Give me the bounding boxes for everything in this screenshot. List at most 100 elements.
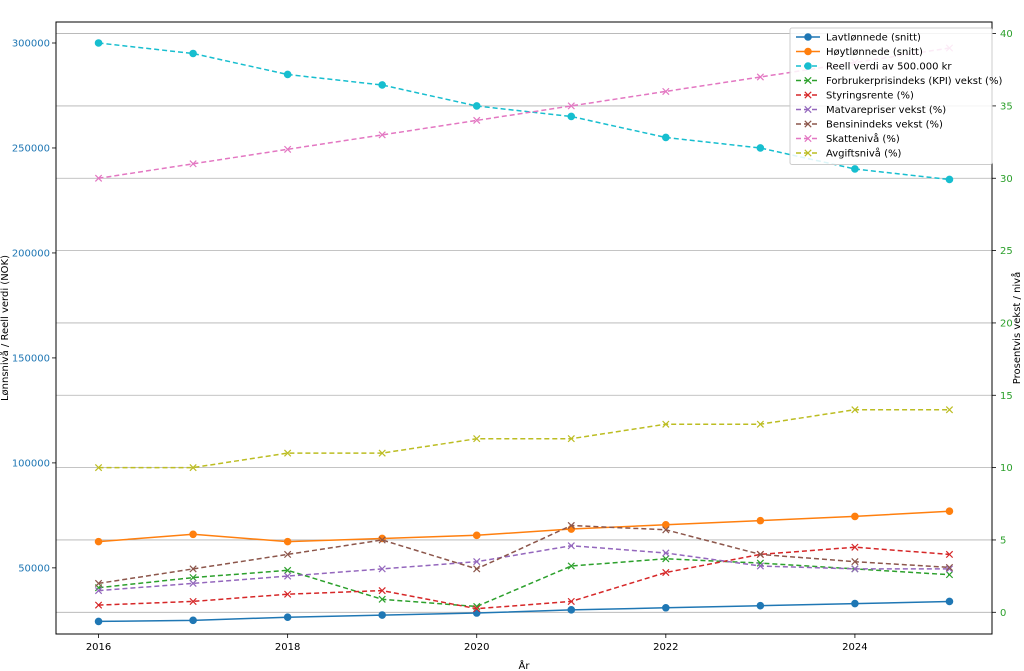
data-point: [283, 613, 292, 622]
x-marker-stroke: [378, 449, 386, 457]
data-point: [945, 550, 954, 559]
data-point: [189, 530, 197, 539]
x-tick-label: 2024: [842, 642, 867, 653]
data-point: [567, 435, 575, 443]
data-point: [756, 550, 764, 559]
series-1: [94, 597, 954, 626]
x-tick-label: 2018: [275, 642, 300, 653]
data-point: [945, 507, 954, 515]
x-marker-stroke: [94, 601, 103, 609]
data-point: [189, 463, 197, 472]
x-marker-stroke: [94, 174, 103, 182]
series-line: [98, 510, 950, 543]
data-point: [472, 609, 481, 617]
series-layer: [94, 39, 954, 626]
right-tick-label: 40: [1000, 29, 1013, 40]
legend-label: Avgiftsnivå (%): [826, 147, 902, 160]
x-marker-stroke: [662, 555, 670, 563]
data-point: [804, 105, 812, 114]
data-point: [189, 49, 197, 58]
x-marker-stroke: [804, 149, 812, 157]
series-line: [98, 524, 950, 585]
data-point: [851, 599, 859, 608]
x-marker-stroke: [662, 568, 670, 577]
data-point: [756, 420, 764, 428]
x-marker-stroke: [567, 562, 575, 570]
left-tick-label: 150000: [12, 353, 50, 364]
data-point: [945, 175, 954, 184]
data-point: [189, 597, 197, 606]
right-tick-label: 25: [1000, 246, 1013, 257]
series-line: [98, 558, 950, 608]
data-point: [804, 91, 812, 99]
series-line: [98, 546, 950, 610]
data-point: [804, 149, 812, 157]
x-marker-stroke: [756, 73, 764, 81]
x-marker-stroke: [473, 116, 481, 125]
x-marker-stroke: [756, 550, 764, 559]
data-point: [851, 512, 859, 521]
data-point: [756, 144, 765, 152]
x-marker-stroke: [945, 563, 954, 572]
series-7: [94, 521, 954, 587]
x-marker-stroke: [756, 562, 764, 570]
legend-item: Lavtlønnede (snitt): [796, 33, 921, 44]
data-point: [378, 449, 386, 457]
x-marker-stroke: [567, 542, 575, 550]
legend-box: [789, 27, 993, 165]
data-point: [945, 563, 954, 572]
data-point: [567, 102, 575, 110]
data-point: [473, 565, 481, 573]
data-point: [378, 131, 386, 139]
data-point: [473, 558, 481, 566]
data-point: [851, 406, 859, 414]
series-2: [94, 507, 954, 546]
data-point: [851, 543, 859, 551]
data-point: [189, 616, 197, 625]
legend-label: Reell verdi av 500.000 kr: [826, 62, 952, 73]
x-marker-stroke: [473, 558, 481, 566]
x-marker-stroke: [804, 105, 812, 114]
legend-label: Matvarepriser vekst (%): [826, 105, 946, 116]
data-point: [804, 47, 812, 56]
data-point: [94, 174, 103, 182]
data-point: [378, 611, 386, 619]
data-point: [804, 33, 812, 41]
data-point: [851, 565, 859, 573]
x-marker-stroke: [567, 521, 575, 530]
x-marker-stroke: [945, 550, 954, 559]
data-point: [756, 559, 764, 567]
x-marker-stroke: [662, 549, 670, 557]
data-point: [945, 565, 954, 573]
data-point: [284, 590, 292, 598]
x-marker-stroke: [473, 605, 481, 613]
data-point: [756, 516, 765, 525]
right-tick-label: 5: [1000, 535, 1006, 546]
data-point: [378, 586, 386, 595]
data-point: [94, 537, 103, 546]
data-point: [284, 572, 292, 580]
data-point: [804, 134, 812, 143]
data-point: [472, 531, 481, 540]
series-line: [98, 544, 950, 592]
x-marker-stroke: [189, 573, 197, 582]
x-marker-stroke: [94, 579, 103, 587]
data-point: [662, 133, 670, 142]
data-point: [804, 62, 812, 70]
x-marker-stroke: [756, 420, 764, 428]
data-point: [945, 571, 954, 579]
right-tick-label: 10: [1000, 463, 1013, 474]
data-point: [662, 521, 670, 529]
legend-item: Bensinindeks vekst (%): [796, 120, 943, 131]
x-marker-stroke: [378, 565, 386, 573]
x-marker-stroke: [662, 87, 670, 96]
data-point: [804, 120, 812, 128]
data-point: [189, 160, 197, 168]
data-point: [662, 549, 670, 557]
x-marker-stroke: [189, 565, 197, 573]
data-point: [851, 558, 859, 566]
x-marker-stroke: [851, 565, 859, 573]
x-marker-stroke: [804, 91, 812, 99]
series-9: [94, 406, 954, 472]
data-point: [851, 165, 859, 173]
